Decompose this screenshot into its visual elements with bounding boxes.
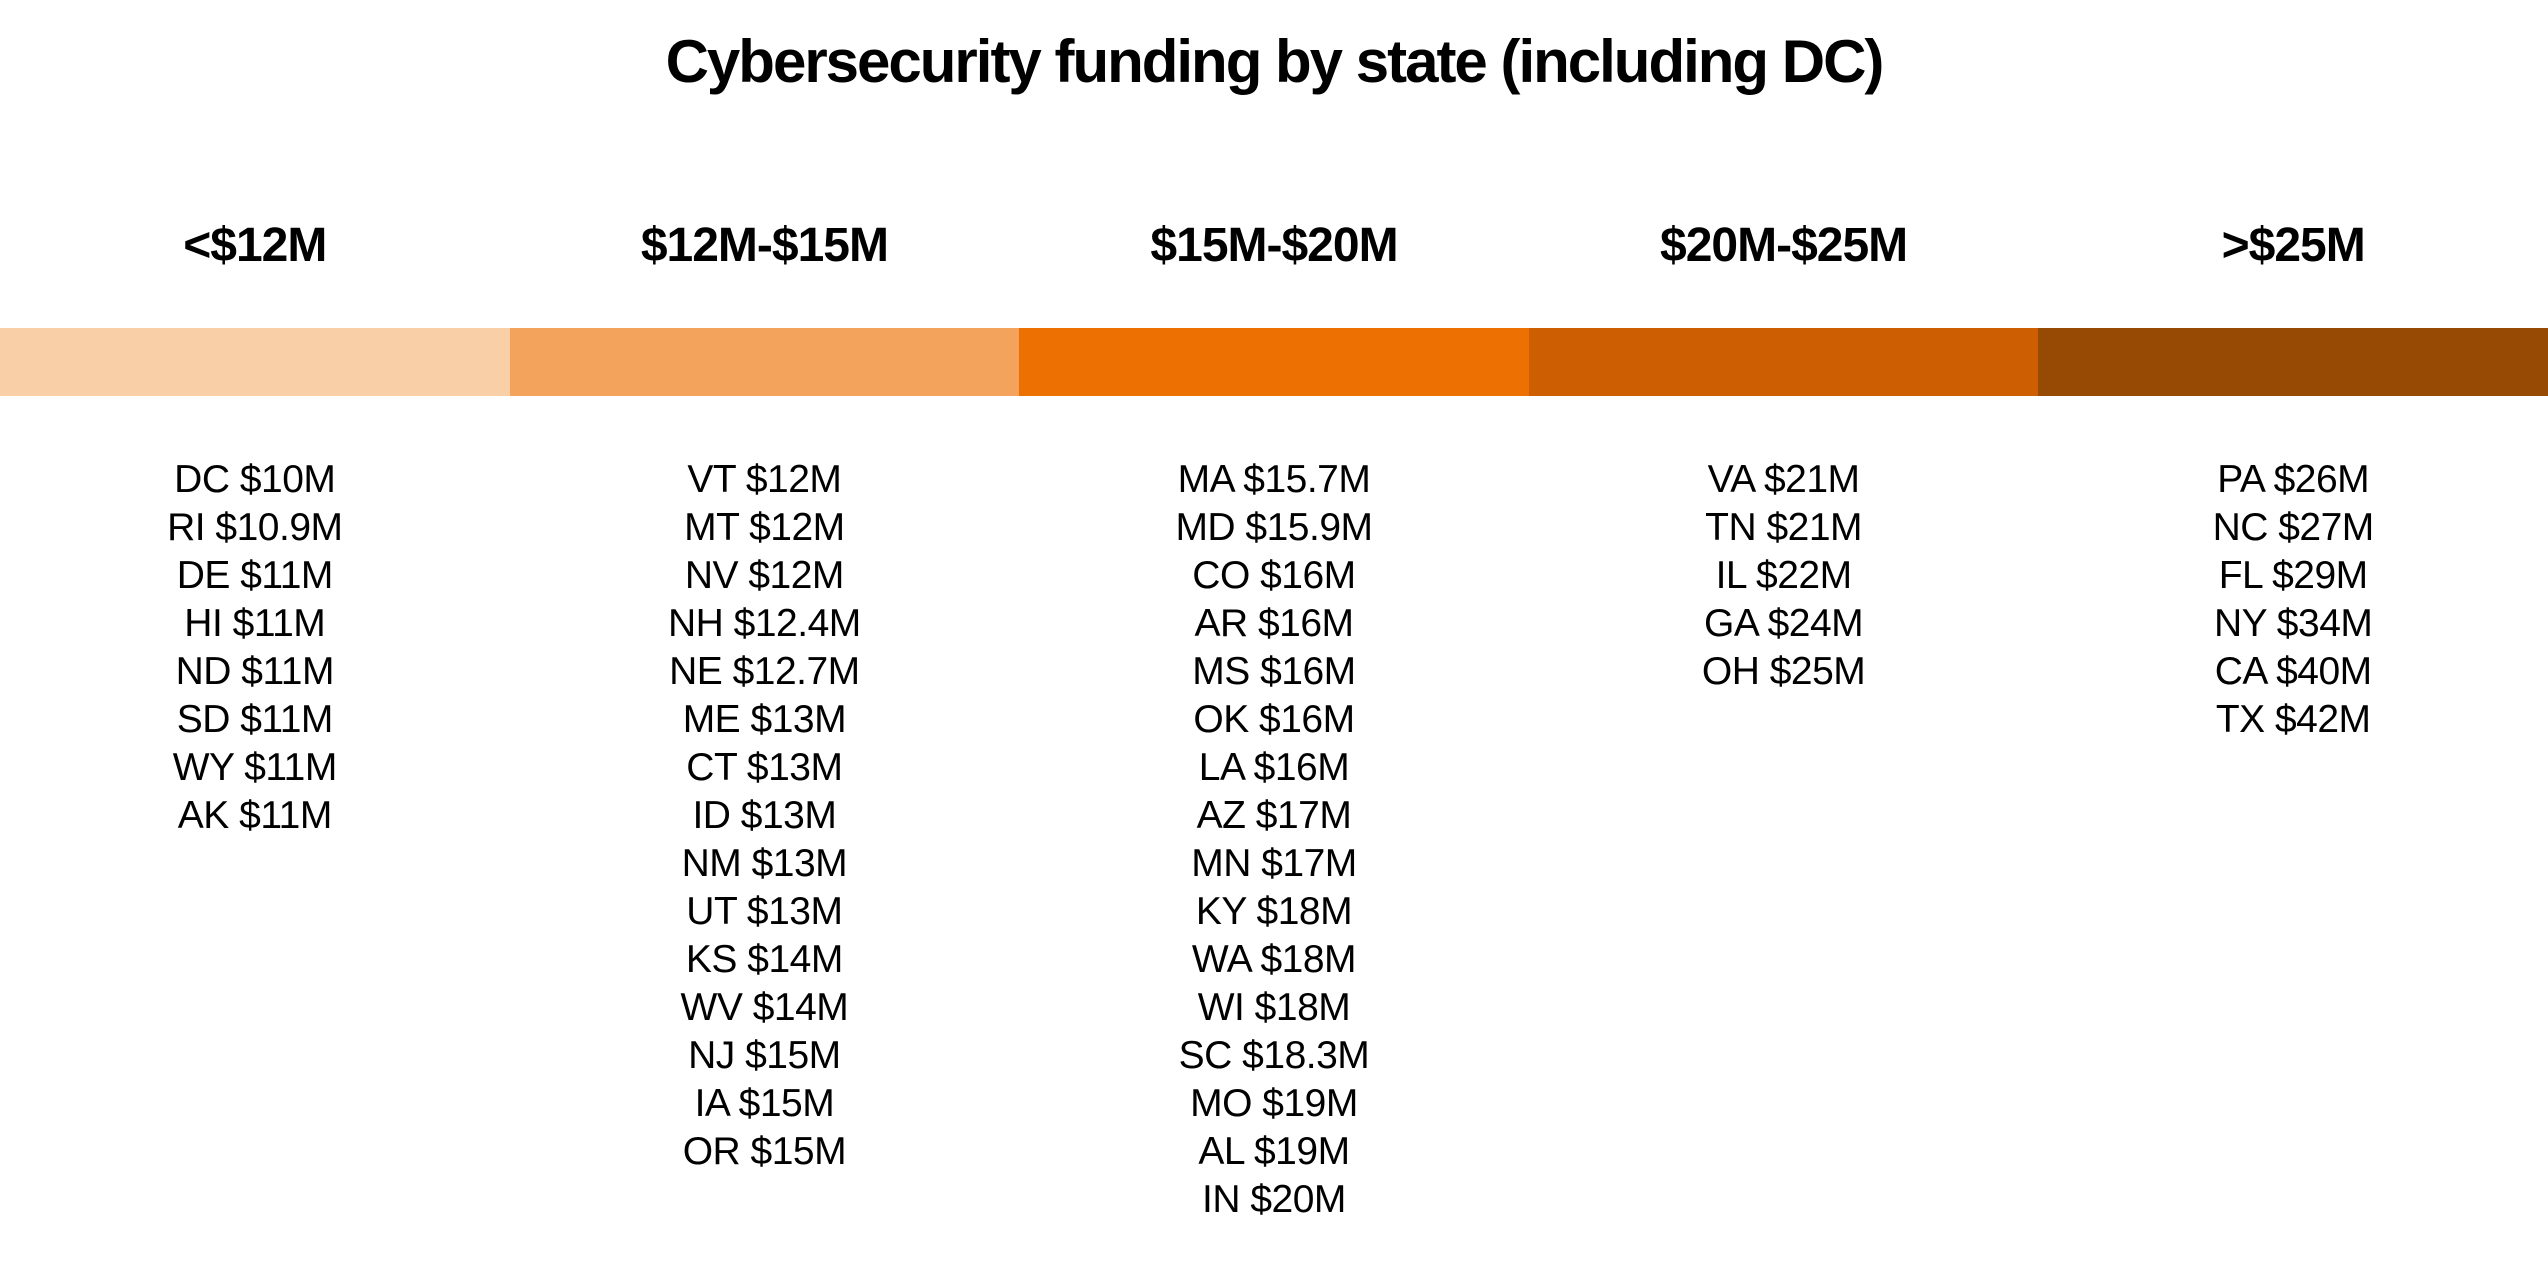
bin-color-band [0,328,510,396]
state-funding-item: UT $13M [686,890,843,933]
bin-column: $15M-$20M MA $15.7M MD $15.9M CO $16M AR $16… [1019,0,1529,1278]
state-funding-item: AZ $17M [1196,794,1352,837]
state-funding-item: TX $42M [2215,698,2371,741]
state-funding-item: KS $14M [685,938,843,981]
state-funding-item: CO $16M [1192,554,1356,597]
bin-column: >$25M PA $26M NC $27M FL $29M NY $34M CA $40M… [2038,0,2548,1278]
state-funding-item: OK $16M [1193,698,1355,741]
state-list: MA $15.7M MD $15.9M CO $16M AR $16M MS $16M O… [1019,456,1529,1224]
bin-column: $12M-$15M VT $12M MT $12M NV $12M NH $12.4M N… [509,0,1020,1278]
state-funding-item: MA $15.7M [1177,458,1371,501]
chart-title: Cybersecurity funding by state (includin… [665,28,1885,95]
state-funding-item: MT $12M [684,506,845,549]
state-funding-item: VA $21M [1707,458,1860,501]
state-list: PA $26M NC $27M FL $29M NY $34M CA $40M TX $4… [2038,456,2548,744]
state-funding-item: ID $13M [692,794,837,837]
state-funding-item: FL $29M [2218,554,2368,597]
bin-label: $12M-$15M [640,219,889,272]
state-funding-item: ME $13M [682,698,847,741]
state-funding-item: MO $19M [1190,1082,1358,1125]
bin-column: <$12M DC $10M RI $10.9M DE $11M HI $11M ND $1… [0,0,510,1278]
state-funding-item: AR $16M [1194,602,1354,645]
state-funding-item: DE $11M [176,554,334,597]
state-funding-item: KY $18M [1195,890,1353,933]
state-funding-item: GA $24M [1704,602,1864,645]
state-funding-item: HI $11M [184,602,326,645]
state-funding-item: SD $11M [176,698,334,741]
state-funding-item: AK $11M [177,794,333,837]
state-funding-item: NE $12.7M [669,650,860,693]
state-funding-item: MD $15.9M [1175,506,1373,549]
state-funding-item: WY $11M [172,746,338,789]
bin-label: >$25M [2221,219,2366,272]
state-funding-item: CA $40M [2214,650,2372,693]
state-list: VA $21M TN $21M IL $22M GA $24M OH $25M [1529,456,2039,696]
state-funding-item: SC $18.3M [1178,1034,1370,1077]
state-funding-item: WV $14M [680,986,849,1029]
bin-color-band [509,328,1020,396]
state-funding-item: AL $19M [1198,1130,1350,1173]
state-funding-item: MS $16M [1192,650,1356,693]
state-funding-item: TN $21M [1705,506,1863,549]
state-funding-item: WA $18M [1191,938,1357,981]
state-funding-item: NM $13M [681,842,848,885]
state-funding-item: CT $13M [686,746,843,789]
state-funding-item: OR $15M [682,1130,847,1173]
state-funding-item: RI $10.9M [167,506,343,549]
bin-column: $20M-$25M VA $21M TN $21M IL $22M GA $24M OH … [1528,0,2039,1278]
state-funding-item: NJ $15M [688,1034,841,1077]
state-funding-item: IL $22M [1715,554,1852,597]
state-list: DC $10M RI $10.9M DE $11M HI $11M ND $11M SD … [0,456,510,840]
state-funding-item: ND $11M [175,650,335,693]
state-funding-item: LA $16M [1198,746,1350,789]
state-funding-item: IA $15M [694,1082,835,1125]
state-funding-item: NC $27M [2212,506,2375,549]
state-funding-item: DC $10M [174,458,336,501]
bin-color-band [2038,328,2548,396]
state-funding-item: WI $18M [1197,986,1351,1029]
bin-color-band [1528,328,2039,396]
state-funding-item: VT $12M [687,458,842,501]
state-funding-item: NH $12.4M [668,602,861,645]
state-funding-item: MN $17M [1191,842,1357,885]
bin-label: <$12M [183,219,327,272]
bin-color-band [1019,328,1529,396]
state-list: VT $12M MT $12M NV $12M NH $12.4M NE $12.7M M… [510,456,1020,1176]
state-funding-item: NV $12M [684,554,845,597]
state-funding-item: IN $20M [1202,1178,1346,1221]
state-funding-item: NY $34M [2214,602,2373,645]
state-funding-item: PA $26M [2217,458,2370,501]
bin-label: $20M-$25M [1660,219,1908,272]
state-funding-item: OH $25M [1701,650,1866,693]
bin-label: $15M-$20M [1150,219,1398,272]
